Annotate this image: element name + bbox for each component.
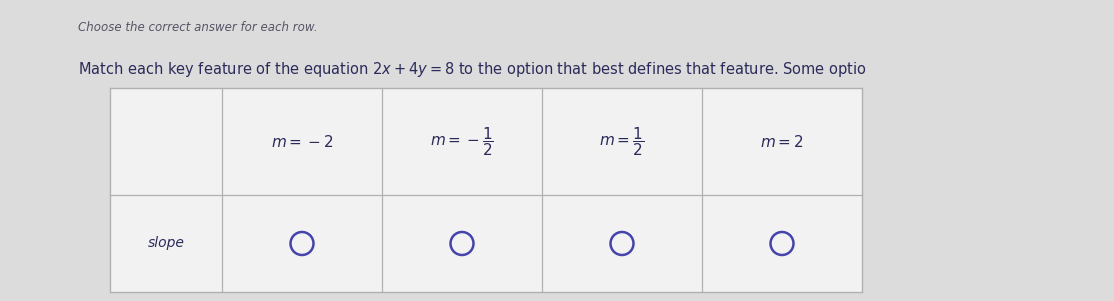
Text: slope: slope: [147, 237, 185, 250]
Bar: [110, 88, 862, 292]
Text: $m = -\dfrac{1}{2}$: $m = -\dfrac{1}{2}$: [430, 125, 494, 158]
Text: Match each key feature of the equation $2x + 4y = 8$ to the option that best def: Match each key feature of the equation $…: [78, 60, 867, 79]
Text: Choose the correct answer for each row.: Choose the correct answer for each row.: [78, 21, 317, 34]
Text: $m = 2$: $m = 2$: [760, 134, 804, 150]
Text: $m = -2$: $m = -2$: [271, 134, 333, 150]
Text: $m = \dfrac{1}{2}$: $m = \dfrac{1}{2}$: [599, 125, 645, 158]
